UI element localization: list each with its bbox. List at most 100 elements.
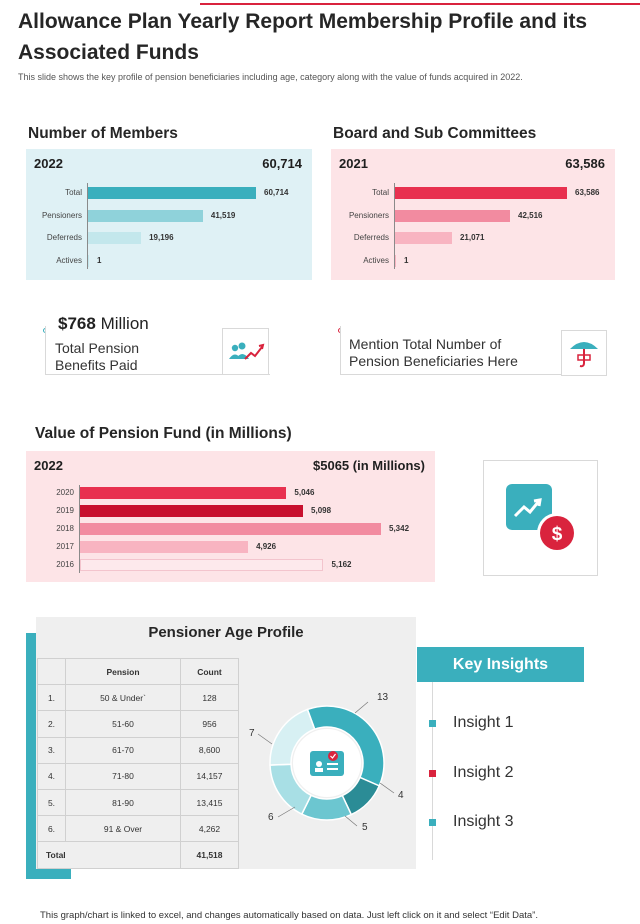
row-index: 2. [37,710,66,738]
row-range: 61-70 [65,736,181,764]
row-index: 4. [37,762,66,790]
insight-item: Insight 3 [453,813,514,830]
growth-users-icon [229,342,265,360]
bar [395,254,396,267]
row-count: 4,262 [180,815,239,843]
bar-label: Pensioners [41,210,82,220]
bar-label: 2018 [56,524,74,533]
row-index: 5. [37,788,66,817]
finance-growth-icon: $ [506,484,577,553]
members-heading: Number of Members [28,125,178,142]
row-range: 81-90 [65,788,181,817]
bar-label: 2020 [56,488,74,497]
bar [88,187,256,199]
top-accent-line [200,3,640,5]
board-heading: Board and Sub Committees [333,125,537,142]
bar [80,505,304,517]
bar [395,209,510,222]
donut-leader-line [277,806,296,818]
donut-label: 6 [268,812,274,823]
members-total: 60,714 [262,156,302,171]
fund-total: $5065 (in Millions) [313,458,425,473]
benefits-icon-box [222,328,269,375]
bar-value: 60,714 [264,188,289,197]
row-index: 6. [37,815,66,843]
fund-year: 2022 [34,458,63,473]
bar-value: 42,516 [518,210,543,220]
row-range: 91 & Over [65,815,181,843]
donut-label: 13 [377,692,389,703]
bar-label: Actives [363,255,389,265]
footer-note: This graph/chart is linked to excel, and… [40,910,538,921]
umbrella-protection-icon [570,342,598,368]
donut-leader-line [344,815,358,827]
id-card-icon [310,751,344,776]
donut-leader-line [257,733,273,745]
bar [395,232,452,244]
row-count: 128 [180,684,239,712]
bar-value: 21,071 [459,233,485,242]
benefits-amount-line: $768 Million [58,314,149,334]
bar-label: 2016 [56,560,74,569]
age-profile-donut-chart: 13 4 5 6 7 [249,692,404,833]
table-row: 5. 81-90 13,415 [37,788,239,817]
mention-label: Mention Total Number of Pension Benefici… [349,336,518,369]
bar-value: 5,342 [389,524,410,533]
bar-value: 1 [97,255,102,265]
benefits-amount: $768 [58,314,96,333]
bar-label: 2017 [56,542,74,551]
bar-value: 63,586 [575,188,600,197]
total-label: Total [37,841,181,869]
bar-label: Total [65,188,82,197]
table-row: 6. 91 & Over 4,262 [37,815,239,843]
table-header-index [37,657,66,686]
table-row: 1. 50 & Under` 128 [37,684,239,712]
donut-leader-line [379,782,395,794]
board-year: 2021 [339,156,368,171]
board-axis [394,183,395,269]
donut-slice [269,708,316,766]
page-subtitle: This slide shows the key profile of pens… [18,72,523,82]
bar-value: 1 [404,255,409,265]
bar-value: 5,162 [331,560,352,569]
total-value: 41,518 [180,841,239,869]
insight-bullet [429,819,436,826]
members-panel: 2022 60,714 Total 60,714 Pensioners 41,519 D… [26,149,312,280]
donut-label: 4 [398,790,404,801]
fund-icon-box: $ [483,460,598,576]
row-count: 14,157 [180,762,239,790]
table-header-pension: Pension [65,657,181,686]
row-count: 8,600 [180,736,239,764]
insight-item: Insight 2 [453,763,514,781]
fund-axis [79,485,80,573]
row-range: 50 & Under` [65,684,181,712]
bar-label: Actives [56,255,82,265]
benefits-unit: Million [100,314,149,333]
donut-label: 5 [362,822,368,833]
table-header-row: Pension Count [37,657,239,686]
fund-panel: 2022 $5065 (in Millions) 2020 5,046 2019 5,… [26,451,435,582]
bar-value: 5,046 [294,488,315,497]
bar [395,187,567,199]
board-total: 63,586 [565,156,605,171]
row-range: 71-80 [65,762,181,790]
bar [80,559,324,571]
mention-icon-box [561,330,607,376]
row-index: 1. [37,684,66,712]
fund-heading: Value of Pension Fund (in Millions) [35,425,292,442]
bar-value: 41,519 [210,210,236,220]
bar-value: 19,196 [149,233,174,242]
bar-label: Deferreds [353,233,389,242]
benefits-label: Total Pension Benefits Paid [55,340,140,373]
board-panel: 2021 63,586 Total 63,586 Pensioners 42,516 D… [331,149,615,280]
svg-text:$: $ [552,524,563,545]
insight-bullet [429,769,436,777]
row-range: 51-60 [65,710,181,738]
donut-label: 7 [249,728,255,739]
insight-item: Insight 1 [453,714,514,731]
row-index: 3. [37,736,66,764]
bar-label: Total [372,188,389,197]
insights-heading: Key Insights [417,647,584,682]
table-header-count: Count [180,657,239,686]
bar-value: 5,098 [311,506,332,515]
